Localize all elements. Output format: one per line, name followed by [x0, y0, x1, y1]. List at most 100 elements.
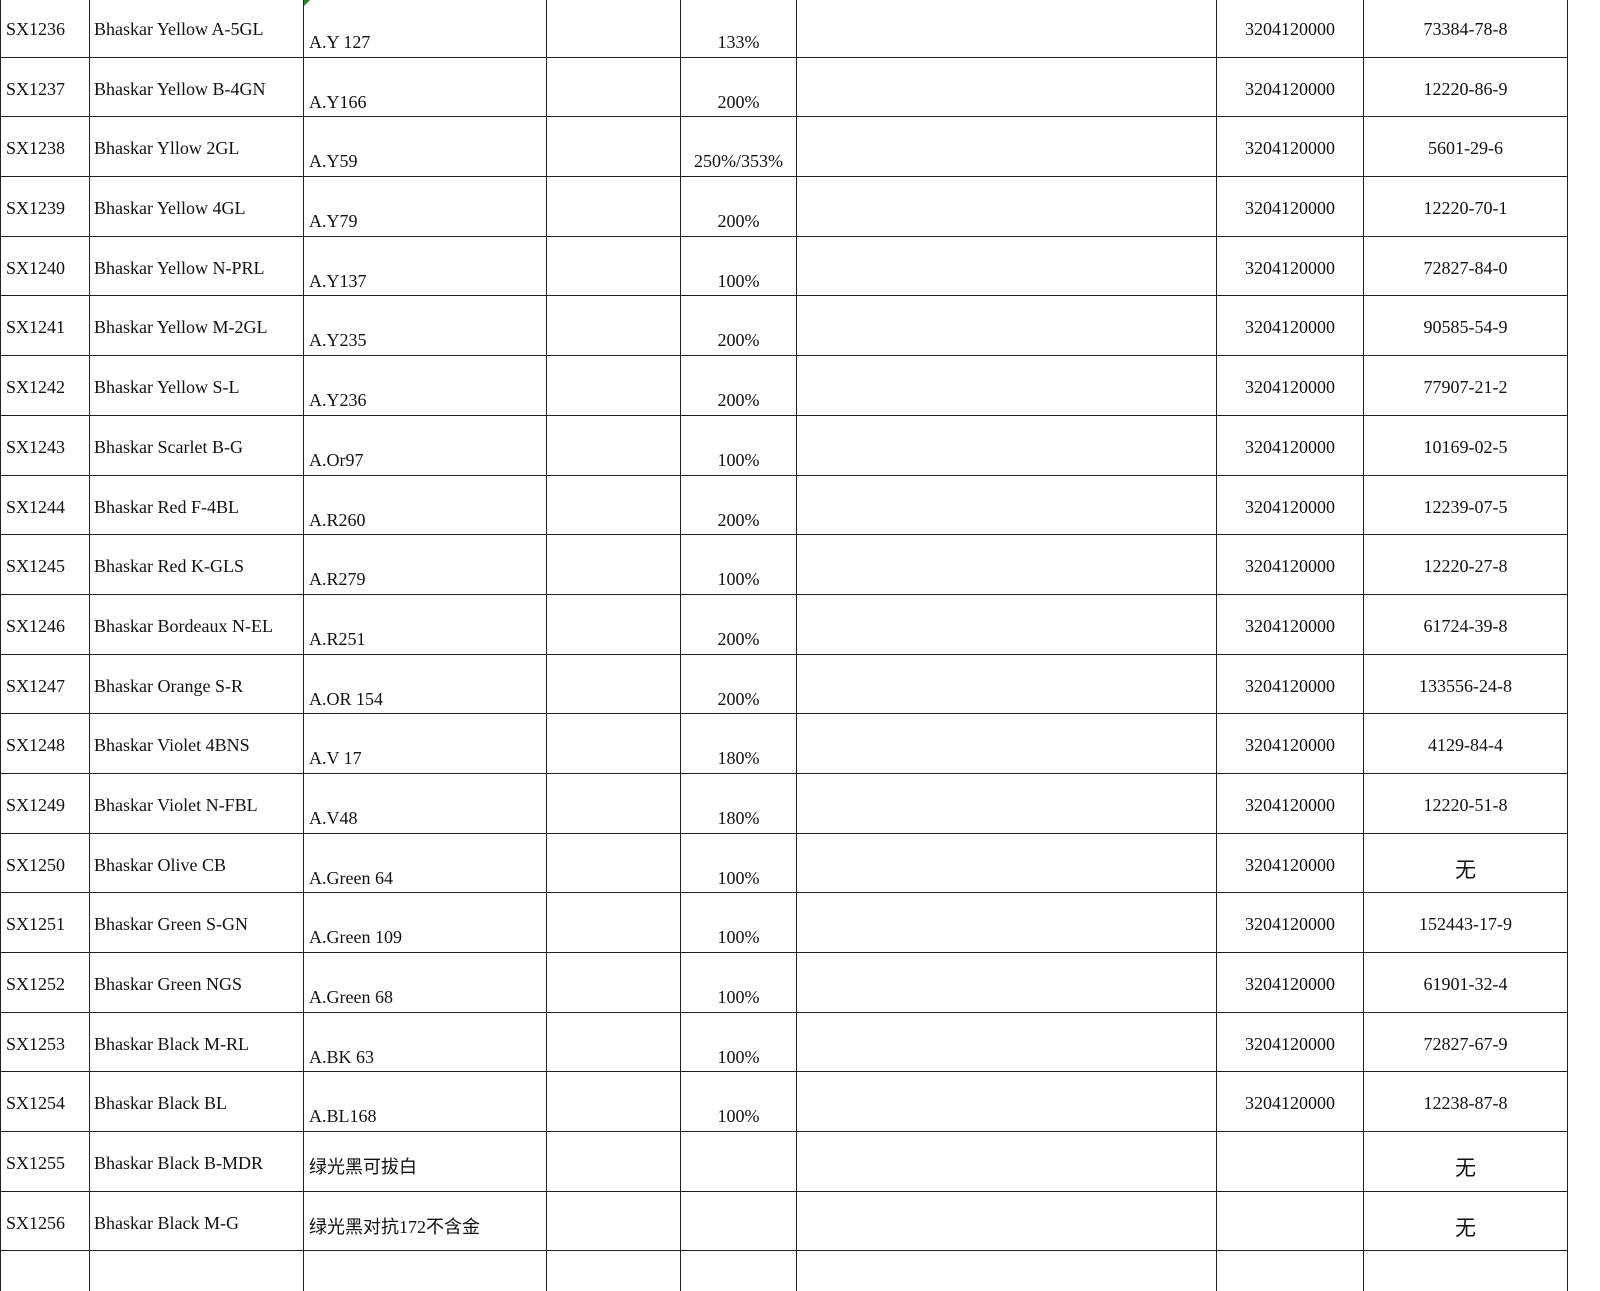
product-name-cell[interactable]: Bhaskar Red F-4BL	[90, 475, 304, 535]
strength-cell[interactable]	[681, 1191, 797, 1251]
empty-cell[interactable]	[547, 0, 681, 57]
color-index-cell[interactable]: A.Y166	[304, 57, 547, 117]
strength-cell[interactable]: 200%	[681, 356, 797, 415]
color-index-cell[interactable]: 绿光黑可拔白	[304, 1132, 547, 1191]
empty-cell[interactable]	[547, 893, 681, 952]
empty-cell[interactable]	[547, 1191, 681, 1251]
empty-cell[interactable]	[90, 1251, 304, 1291]
product-code-cell[interactable]: SX1237	[0, 57, 90, 117]
product-code-cell[interactable]: SX1236	[0, 0, 90, 57]
color-index-cell[interactable]: A.Y235	[304, 296, 547, 356]
empty-cell[interactable]	[797, 953, 1217, 1012]
strength-cell[interactable]: 133%	[681, 0, 797, 57]
empty-cell[interactable]	[797, 833, 1217, 893]
product-name-cell[interactable]: Bhaskar Yellow 4GL	[90, 177, 304, 236]
empty-cell[interactable]	[797, 654, 1217, 714]
product-code-cell[interactable]: SX1244	[0, 475, 90, 535]
empty-cell[interactable]	[797, 57, 1217, 117]
strength-cell[interactable]: 100%	[681, 953, 797, 1012]
color-index-cell[interactable]: A.Y79	[304, 177, 547, 236]
product-name-cell[interactable]: Bhaskar Red K-GLS	[90, 535, 304, 594]
hs-code-cell[interactable]: 3204120000	[1217, 654, 1364, 714]
product-code-cell[interactable]: SX1248	[0, 714, 90, 773]
cas-number-cell[interactable]: 5601-29-6	[1364, 117, 1568, 177]
cas-number-cell[interactable]: 12220-27-8	[1364, 535, 1568, 594]
cas-number-cell[interactable]: 12238-87-8	[1364, 1072, 1568, 1132]
cas-number-cell[interactable]: 133556-24-8	[1364, 654, 1568, 714]
product-code-cell[interactable]: SX1252	[0, 953, 90, 1012]
product-name-cell[interactable]: Bhaskar Black B-MDR	[90, 1132, 304, 1191]
cas-number-cell[interactable]: 无	[1364, 1191, 1568, 1251]
hs-code-cell[interactable]	[1217, 1191, 1364, 1251]
product-name-cell[interactable]: Bhaskar Green NGS	[90, 953, 304, 1012]
strength-cell[interactable]: 100%	[681, 833, 797, 893]
product-name-cell[interactable]: Bhaskar Yellow N-PRL	[90, 236, 304, 296]
empty-cell[interactable]	[547, 475, 681, 535]
empty-cell[interactable]	[681, 1251, 797, 1291]
strength-cell[interactable]: 100%	[681, 893, 797, 952]
color-index-cell[interactable]: 绿光黑对抗172不含金	[304, 1191, 547, 1251]
empty-cell[interactable]	[797, 236, 1217, 296]
product-name-cell[interactable]: Bhaskar Violet 4BNS	[90, 714, 304, 773]
empty-cell[interactable]	[547, 773, 681, 833]
empty-cell[interactable]	[547, 1012, 681, 1072]
product-code-cell[interactable]: SX1250	[0, 833, 90, 893]
cas-number-cell[interactable]: 4129-84-4	[1364, 714, 1568, 773]
empty-cell[interactable]	[547, 594, 681, 654]
strength-cell[interactable]: 200%	[681, 177, 797, 236]
product-name-cell[interactable]: Bhaskar Black M-RL	[90, 1012, 304, 1072]
cas-number-cell[interactable]: 12220-51-8	[1364, 773, 1568, 833]
product-name-cell[interactable]: Bhaskar Black M-G	[90, 1191, 304, 1251]
empty-cell[interactable]	[797, 714, 1217, 773]
product-name-cell[interactable]: Bhaskar Black BL	[90, 1072, 304, 1132]
product-name-cell[interactable]: Bhaskar Orange S-R	[90, 654, 304, 714]
product-name-cell[interactable]: Bhaskar Yellow M-2GL	[90, 296, 304, 356]
cas-number-cell[interactable]: 无	[1364, 1132, 1568, 1191]
product-code-cell[interactable]: SX1241	[0, 296, 90, 356]
cas-number-cell[interactable]: 无	[1364, 833, 1568, 893]
cas-number-cell[interactable]: 73384-78-8	[1364, 0, 1568, 57]
cas-number-cell[interactable]: 61901-32-4	[1364, 953, 1568, 1012]
hs-code-cell[interactable]: 3204120000	[1217, 893, 1364, 952]
empty-cell[interactable]	[547, 1251, 681, 1291]
strength-cell[interactable]: 250%/353%	[681, 117, 797, 177]
product-name-cell[interactable]: Bhaskar Yellow S-L	[90, 356, 304, 415]
empty-cell[interactable]	[547, 535, 681, 594]
cas-number-cell[interactable]: 12220-86-9	[1364, 57, 1568, 117]
color-index-cell[interactable]: A.Green 68	[304, 953, 547, 1012]
empty-cell[interactable]	[797, 1191, 1217, 1251]
empty-cell[interactable]	[797, 296, 1217, 356]
strength-cell[interactable]: 180%	[681, 714, 797, 773]
hs-code-cell[interactable]: 3204120000	[1217, 475, 1364, 535]
empty-cell[interactable]	[797, 535, 1217, 594]
empty-cell[interactable]	[797, 773, 1217, 833]
strength-cell[interactable]: 200%	[681, 594, 797, 654]
product-code-cell[interactable]: SX1251	[0, 893, 90, 952]
product-code-cell[interactable]: SX1255	[0, 1132, 90, 1191]
hs-code-cell[interactable]: 3204120000	[1217, 356, 1364, 415]
hs-code-cell[interactable]: 3204120000	[1217, 714, 1364, 773]
product-name-cell[interactable]: Bhaskar Yellow B-4GN	[90, 57, 304, 117]
color-index-cell[interactable]: A.BL168	[304, 1072, 547, 1132]
empty-cell[interactable]	[547, 1072, 681, 1132]
product-code-cell[interactable]: SX1256	[0, 1191, 90, 1251]
hs-code-cell[interactable]: 3204120000	[1217, 177, 1364, 236]
product-code-cell[interactable]: SX1240	[0, 236, 90, 296]
product-code-cell[interactable]: SX1245	[0, 535, 90, 594]
empty-cell[interactable]	[797, 594, 1217, 654]
strength-cell[interactable]: 100%	[681, 1072, 797, 1132]
empty-cell[interactable]	[547, 833, 681, 893]
empty-cell[interactable]	[797, 356, 1217, 415]
product-name-cell[interactable]: Bhaskar Yellow A-5GL	[90, 0, 304, 57]
product-code-cell[interactable]: SX1238	[0, 117, 90, 177]
cas-number-cell[interactable]: 152443-17-9	[1364, 893, 1568, 952]
empty-cell[interactable]	[797, 1132, 1217, 1191]
empty-cell[interactable]	[304, 1251, 547, 1291]
hs-code-cell[interactable]: 3204120000	[1217, 535, 1364, 594]
color-index-cell[interactable]: A.V48	[304, 773, 547, 833]
empty-cell[interactable]	[547, 415, 681, 475]
empty-cell[interactable]	[797, 1012, 1217, 1072]
color-index-cell[interactable]: A.Y137	[304, 236, 547, 296]
hs-code-cell[interactable]	[1217, 1132, 1364, 1191]
hs-code-cell[interactable]: 3204120000	[1217, 594, 1364, 654]
